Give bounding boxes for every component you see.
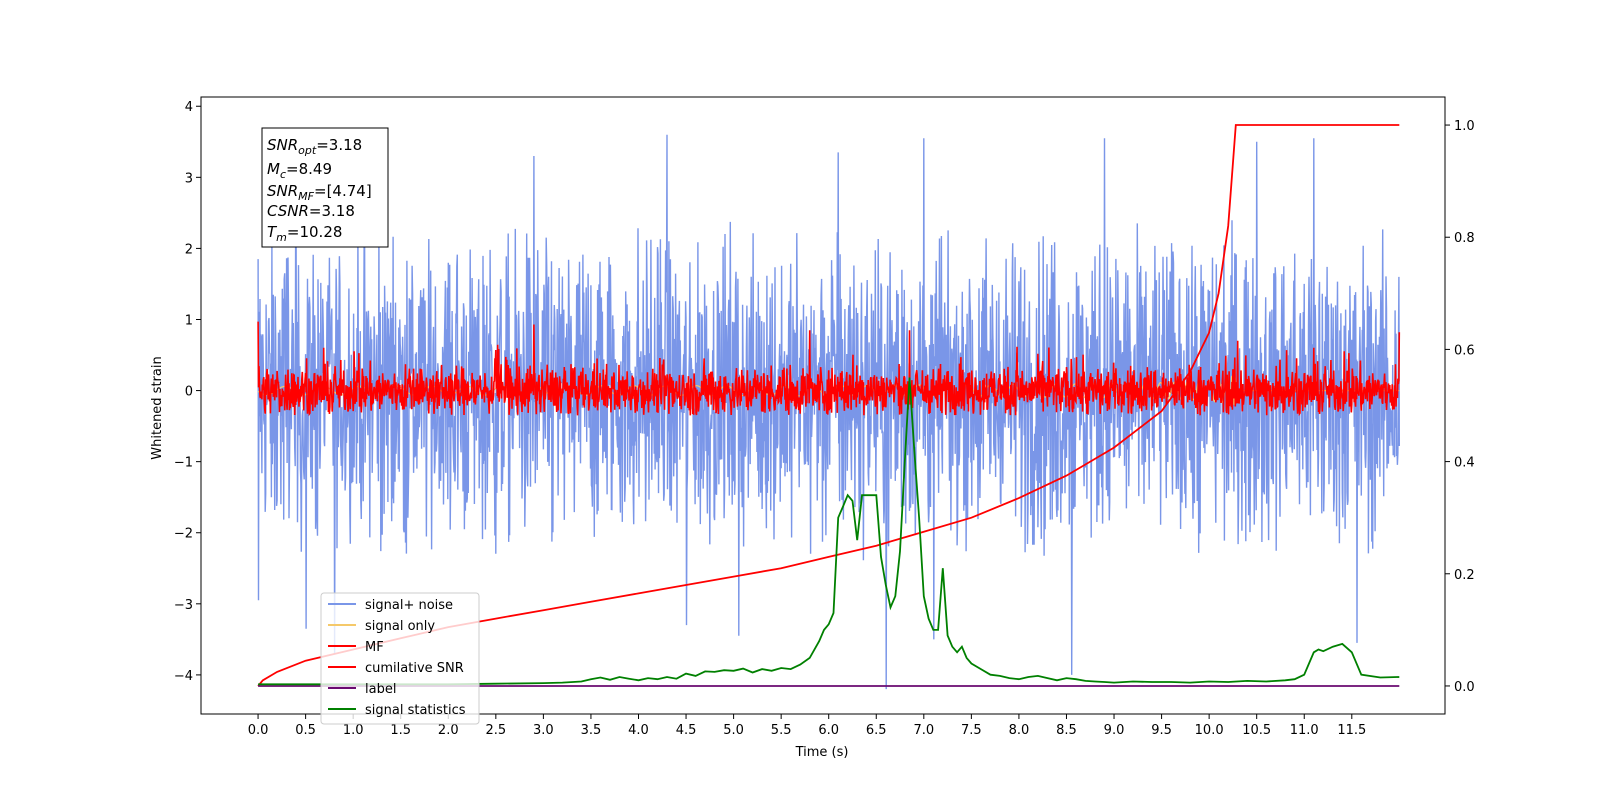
x-tick-label: 0.0 [248,723,269,738]
x-tick-label: 6.0 [818,723,839,738]
x-tick-label: 1.5 [390,723,411,738]
plot-frame [200,96,1446,715]
y-tick-label: 0 [185,385,193,400]
y-right-tick-label: 1.0 [1454,119,1475,134]
legend-label-label: label [365,682,396,697]
x-tick-label: 11.0 [1290,723,1319,738]
x-tick-label: 5.5 [771,723,792,738]
y-right-tick-label: 0.0 [1454,680,1475,695]
x-tick-label: 7.5 [961,723,982,738]
info-line-snr-mf: SNRMF=[4.74] [267,182,372,203]
y-tick-label: −4 [174,669,193,684]
series-signal-statistics [258,377,1400,686]
legend-label-cumulative-snr: cumilative SNR [365,661,464,676]
series-signal-noise [257,134,1400,690]
x-tick-label: 2.0 [438,723,459,738]
x-tick-label: 9.5 [1151,723,1172,738]
series-mf [257,321,1401,417]
x-tick-label: 8.5 [1056,723,1077,738]
legend-frame [320,592,480,725]
y-tick-label: −3 [174,598,193,613]
info-box: SNRopt=3.18 Mc=8.49 SNRMF=[4.74] CSNR=3.… [261,127,389,248]
info-line-csnr: CSNR=3.18 [267,202,355,220]
y-tick-label: 2 [185,242,193,257]
legend-label-signal-noise: signal+ noise [365,598,453,613]
x-axis-title: Time (s) [795,745,849,760]
x-tick-label: 11.5 [1337,723,1366,738]
x-tick-label: 3.5 [581,723,602,738]
x-tick-label: 4.5 [676,723,697,738]
axes: 0.0 0.5 1.0 1.5 2.0 2.5 3.0 3.5 4.0 4.5 5.0 5.5 6.0 6… [174,96,1475,738]
y-tick-label: −2 [174,527,193,542]
legend-label-signal-statistics: signal statistics [365,703,466,718]
info-line-tm: Tm=10.28 [267,223,342,244]
y-right-tick-label: 0.8 [1454,231,1475,246]
legend: signal+ noise signal only MF cumilative … [320,592,480,725]
y-tick-label: 1 [185,313,193,328]
x-tick-label: 6.5 [866,723,887,738]
x-tick-label: 1.0 [343,723,364,738]
x-tick-label: 5.0 [723,723,744,738]
y-tick-label: 4 [185,100,193,115]
x-tick-label: 9.0 [1104,723,1125,738]
x-tick-label: 10.0 [1195,723,1224,738]
y-tick-label: 3 [185,171,193,186]
x-tick-label: 10.5 [1242,723,1271,738]
x-tick-label: 2.5 [485,723,506,738]
info-line-snr-opt: SNRopt=3.18 [267,136,362,157]
y-right-tick-label: 0.4 [1454,456,1475,471]
x-tick-label: 8.0 [1009,723,1030,738]
y-right-tick-label: 0.6 [1454,343,1475,358]
y-right-tick-label: 0.2 [1454,568,1475,583]
info-box-frame [261,127,389,248]
legend-label-mf: MF [365,640,384,655]
info-line-mc: Mc=8.49 [267,160,332,181]
y-axis-title: Whitened strain [150,356,165,459]
legend-label-signal-only: signal only [365,619,435,634]
x-tick-label: 3.0 [533,723,554,738]
x-tick-label: 7.0 [913,723,934,738]
x-tick-label: 4.0 [628,723,649,738]
x-tick-label: 0.5 [295,723,316,738]
y-tick-label: −1 [174,456,193,471]
